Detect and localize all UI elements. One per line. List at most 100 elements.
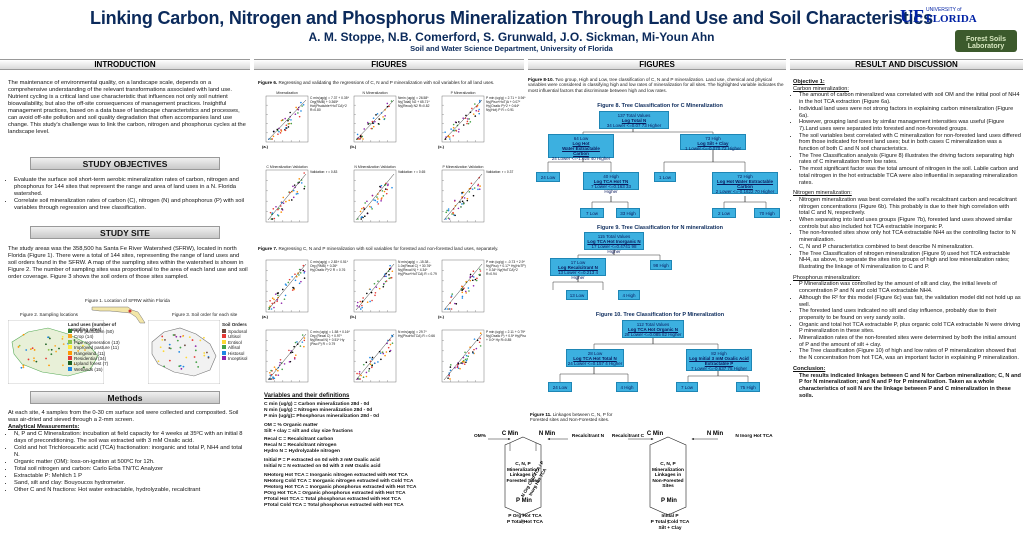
- data-point: [271, 218, 274, 220]
- phosphorus-item: The Tree classification (Figure 10) of h…: [799, 348, 1021, 361]
- results-text: Objective 1: Carbon mineralization: The …: [793, 79, 1021, 399]
- data-point: [368, 370, 370, 372]
- phosphorus-list: P Mineralization was controlled by the a…: [793, 281, 1021, 361]
- equation-label: Validation: r = 0.83: [310, 170, 337, 174]
- figure-6-plots: Mineralization C min(ug/g) = 7.37 + 0.35*…: [258, 88, 526, 246]
- data-point: [466, 197, 469, 200]
- phosphorus-head: Phosphorus mineralization:: [793, 274, 861, 281]
- data-point: [462, 203, 465, 205]
- data-point: [365, 371, 368, 374]
- site-dot: [182, 335, 184, 338]
- data-point: [364, 202, 366, 204]
- data-point: [269, 371, 271, 374]
- data-point: [377, 203, 380, 205]
- data-point: [298, 178, 301, 180]
- data-point: [278, 130, 280, 133]
- data-point: [272, 135, 275, 138]
- carbon-item: The most significant factor was the tota…: [799, 166, 1021, 186]
- data-point: [280, 205, 282, 207]
- site-dot: [22, 366, 25, 369]
- carbon-item: The soil variables best correlated with …: [799, 133, 1021, 153]
- data-point: [374, 120, 376, 123]
- data-point: [475, 347, 478, 350]
- data-point: [449, 138, 451, 140]
- site-dot: [164, 339, 166, 341]
- data-point: [371, 208, 373, 210]
- trend-line: [267, 263, 307, 311]
- data-point: [464, 358, 467, 361]
- data-point: [291, 275, 293, 278]
- fig2-legend-item: Rangeland (11): [68, 350, 128, 356]
- data-point: [463, 197, 466, 199]
- data-point: [292, 286, 294, 289]
- site-dot: [182, 365, 185, 368]
- data-point: [471, 188, 474, 190]
- trend-line: [267, 173, 307, 221]
- objectives-list: Evaluate the surface soil short-term aer…: [8, 177, 248, 212]
- data-point: [390, 276, 393, 279]
- variable-item: NHotorg Cold TCA = Inorganic nitrogen ex…: [264, 478, 414, 484]
- fig3-caption: Figure 3. Soil order for each site: [172, 312, 238, 317]
- data-point: [294, 279, 297, 282]
- data-point: [476, 277, 478, 280]
- site-dot: [82, 344, 84, 347]
- data-point: [360, 218, 363, 220]
- data-point: [469, 275, 472, 277]
- site-dot: [25, 349, 28, 351]
- data-point: [273, 298, 275, 301]
- site-dot: [61, 337, 64, 340]
- data-point: [391, 186, 393, 189]
- data-point: [473, 338, 476, 340]
- data-point: [447, 135, 450, 137]
- data-point: [302, 264, 305, 267]
- variable-item: Hydro N = Hydrolyzable nitrogen: [264, 449, 340, 455]
- data-point: [361, 306, 363, 309]
- site-dot: [203, 354, 206, 357]
- section-methods: Methods: [30, 391, 220, 404]
- data-point: [467, 122, 470, 125]
- data-point: [391, 342, 394, 344]
- data-point: [288, 118, 290, 120]
- data-point: [283, 298, 286, 300]
- variable-item: NHotorg Hot TCA = Inorganic nitrogen ext…: [264, 472, 408, 478]
- data-point: [448, 136, 451, 138]
- data-point: [359, 210, 362, 213]
- data-point: [277, 369, 279, 372]
- fig11-recal-c: Recalcitrant C: [611, 434, 645, 439]
- scatter-panel: C min(ug/g) = 2.83+ 0.51* Org (RMB) + 0.…: [262, 259, 348, 319]
- data-point: [383, 190, 386, 193]
- fig3-legend-item: Inceptisol: [222, 356, 252, 361]
- site-dot: [161, 335, 164, 338]
- data-point: [472, 113, 475, 115]
- equation-label: Nmin (ug/g) = 26.58* Ny(Total) N2 + 65.7…: [398, 96, 430, 108]
- data-point: [275, 368, 277, 370]
- site-dot: [73, 339, 76, 341]
- data-point: [381, 190, 384, 192]
- site-dot: [194, 345, 197, 348]
- fig11-forest-center: C, N, P Mineralization Linkages in Fores…: [506, 462, 540, 484]
- fig3-legend: Spodosol Ultisol Entisol Alfisol Histosol Inc…: [222, 329, 252, 361]
- data-point: [463, 361, 465, 363]
- plot-frame: [353, 259, 397, 313]
- fig6-caption: Figure 6. Regressing and validating the …: [258, 80, 495, 85]
- data-point: [374, 291, 377, 294]
- data-point: [456, 124, 459, 127]
- data-point: [475, 109, 478, 112]
- fig2-legend-item: Residential (34): [68, 356, 128, 361]
- data-point: [301, 341, 304, 343]
- data-point: [366, 301, 369, 303]
- nitrogen-list: Nitrogen mineralization was best correla…: [793, 197, 1021, 271]
- data-point: [288, 199, 291, 202]
- data-point: [283, 363, 286, 365]
- site-dot: [62, 364, 64, 367]
- panel-title: P Mineralization Validation: [443, 165, 484, 169]
- site-dot: [48, 337, 51, 340]
- site-dot: [47, 336, 49, 339]
- data-point: [370, 291, 373, 294]
- site-dot: [161, 338, 164, 341]
- site-text: The study areas was the 358,500 ha Santa…: [8, 246, 248, 280]
- data-point: [287, 119, 289, 122]
- site-dot: [45, 343, 47, 346]
- plot-frame: [353, 169, 397, 223]
- site-dot: [184, 344, 186, 347]
